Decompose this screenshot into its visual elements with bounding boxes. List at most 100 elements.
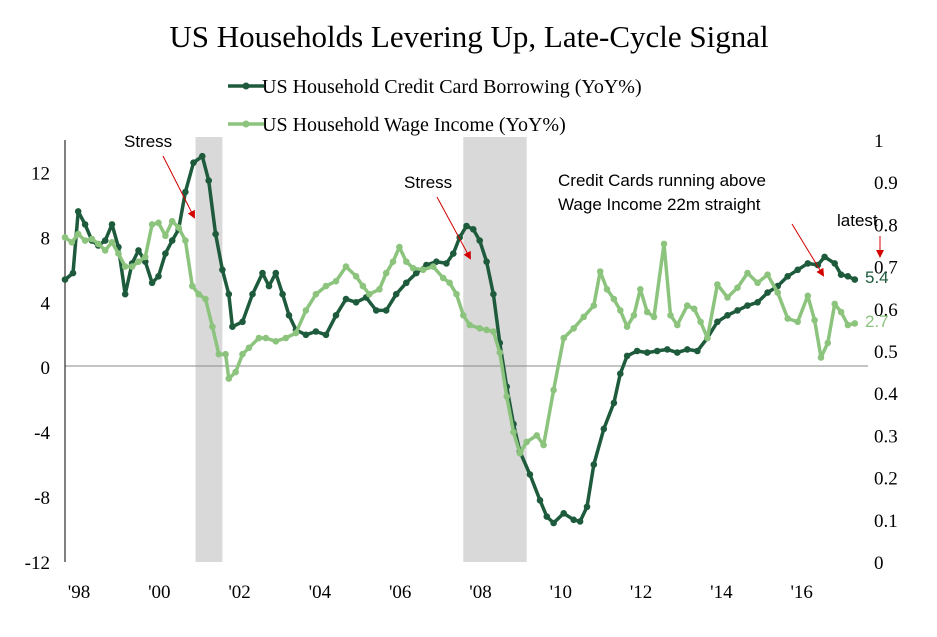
- data-point-wage-income: [74, 230, 82, 238]
- data-point-credit-card: [570, 516, 577, 524]
- data-point-wage-income: [312, 290, 320, 298]
- data-point-credit-card: [101, 237, 109, 244]
- data-point-wage-income: [322, 282, 330, 290]
- data-point-wage-income: [837, 308, 845, 316]
- data-point-wage-income: [446, 279, 453, 287]
- data-point-wage-income: [490, 328, 497, 335]
- data-point-credit-card: [623, 352, 631, 360]
- x-tick-label: '14: [710, 582, 733, 603]
- data-point-wage-income: [560, 334, 567, 342]
- data-point-wage-income: [510, 428, 517, 436]
- y-tick-label-left: -12: [25, 553, 50, 574]
- data-point-credit-card: [239, 318, 246, 326]
- y-tick-label-left: 8: [41, 228, 51, 249]
- data-point-wage-income: [734, 284, 741, 292]
- data-point-credit-card: [714, 318, 721, 326]
- annotation-latest: latest: [837, 211, 878, 230]
- annotation-note-line-2: Wage Income 22m straight: [558, 195, 761, 214]
- data-point-credit-card: [724, 312, 731, 319]
- data-point-credit-card: [229, 323, 236, 331]
- data-point-wage-income: [476, 325, 484, 332]
- x-tick-label: '08: [469, 582, 491, 603]
- data-point-wage-income: [352, 273, 360, 280]
- data-point-wage-income: [483, 326, 490, 334]
- data-point-credit-card: [190, 159, 197, 166]
- annotation-arrow-credit-cards: [791, 223, 825, 277]
- x-tick-label: '00: [148, 582, 170, 603]
- data-point-credit-card: [576, 518, 584, 525]
- data-point-wage-income: [68, 239, 76, 246]
- recession-bands: [195, 137, 527, 562]
- series-lines: [61, 152, 859, 527]
- data-point-wage-income: [88, 235, 96, 243]
- data-point-wage-income: [533, 432, 541, 439]
- data-point-wage-income: [831, 300, 838, 308]
- data-point-credit-card: [199, 152, 206, 160]
- data-point-wage-income: [389, 258, 397, 266]
- data-point-credit-card: [81, 221, 89, 228]
- data-point-credit-card: [382, 307, 390, 314]
- annotation-arrow-stress-2008: [436, 196, 471, 260]
- data-point-wage-income: [376, 286, 383, 293]
- data-point-wage-income: [580, 313, 587, 321]
- x-tick-label: '98: [68, 582, 90, 603]
- data-point-credit-card: [633, 347, 641, 355]
- data-point-wage-income: [570, 325, 577, 332]
- data-point-wage-income: [61, 234, 69, 241]
- data-point-credit-card: [302, 331, 310, 339]
- y-tick-label-left: 4: [41, 293, 51, 314]
- data-point-wage-income: [540, 441, 547, 449]
- data-point-wage-income: [784, 315, 791, 322]
- data-point-credit-card: [74, 208, 82, 215]
- data-point-wage-income: [764, 271, 771, 279]
- data-point-wage-income: [128, 263, 136, 270]
- data-point-wage-income: [496, 349, 504, 356]
- data-point-wage-income: [101, 247, 109, 254]
- data-point-credit-card: [590, 461, 598, 468]
- data-point-wage-income: [744, 269, 751, 277]
- data-point-credit-card: [560, 510, 567, 517]
- data-point-credit-card: [463, 222, 470, 230]
- data-point-wage-income: [302, 307, 310, 314]
- data-point-credit-card: [433, 258, 440, 266]
- data-point-wage-income: [162, 232, 169, 240]
- legend-marker-credit-card: [242, 82, 250, 90]
- data-point-wage-income: [209, 323, 216, 331]
- annotations: Stress Stress Credit Cards running above…: [124, 132, 889, 331]
- data-point-wage-income: [155, 219, 162, 227]
- data-point-wage-income: [590, 302, 598, 309]
- data-point-wage-income: [724, 294, 731, 301]
- data-point-credit-card: [403, 279, 410, 287]
- data-point-credit-card: [754, 299, 761, 306]
- data-point-wage-income: [429, 263, 437, 270]
- data-point-credit-card: [744, 302, 751, 309]
- data-point-wage-income: [804, 292, 812, 300]
- data-point-wage-income: [121, 263, 129, 270]
- data-point-credit-card: [259, 269, 266, 277]
- data-point-wage-income: [195, 290, 202, 298]
- data-point-wage-income: [817, 354, 825, 361]
- data-point-credit-card: [69, 269, 77, 277]
- data-point-credit-card: [352, 299, 360, 306]
- data-point-credit-card: [450, 250, 457, 257]
- data-point-wage-income: [697, 318, 704, 326]
- data-point-wage-income: [844, 321, 852, 329]
- data-point-wage-income: [667, 312, 674, 319]
- data-point-credit-card: [804, 260, 812, 267]
- chart-title: US Households Levering Up, Late-Cycle Si…: [169, 19, 768, 54]
- data-point-credit-card: [483, 258, 490, 266]
- data-point-wage-income: [523, 438, 530, 446]
- data-point-wage-income: [617, 307, 624, 314]
- data-point-wage-income: [239, 350, 246, 358]
- data-point-credit-card: [600, 425, 608, 433]
- data-point-wage-income: [466, 321, 474, 329]
- y-tick-label-right: 0.5: [874, 342, 898, 363]
- data-point-wage-income: [603, 286, 611, 293]
- data-point-wage-income: [232, 368, 239, 376]
- data-point-wage-income: [182, 237, 189, 244]
- data-point-wage-income: [245, 344, 253, 352]
- data-point-credit-card: [851, 276, 859, 283]
- series-line-wage-income: [63, 219, 856, 456]
- data-point-wage-income: [419, 266, 427, 274]
